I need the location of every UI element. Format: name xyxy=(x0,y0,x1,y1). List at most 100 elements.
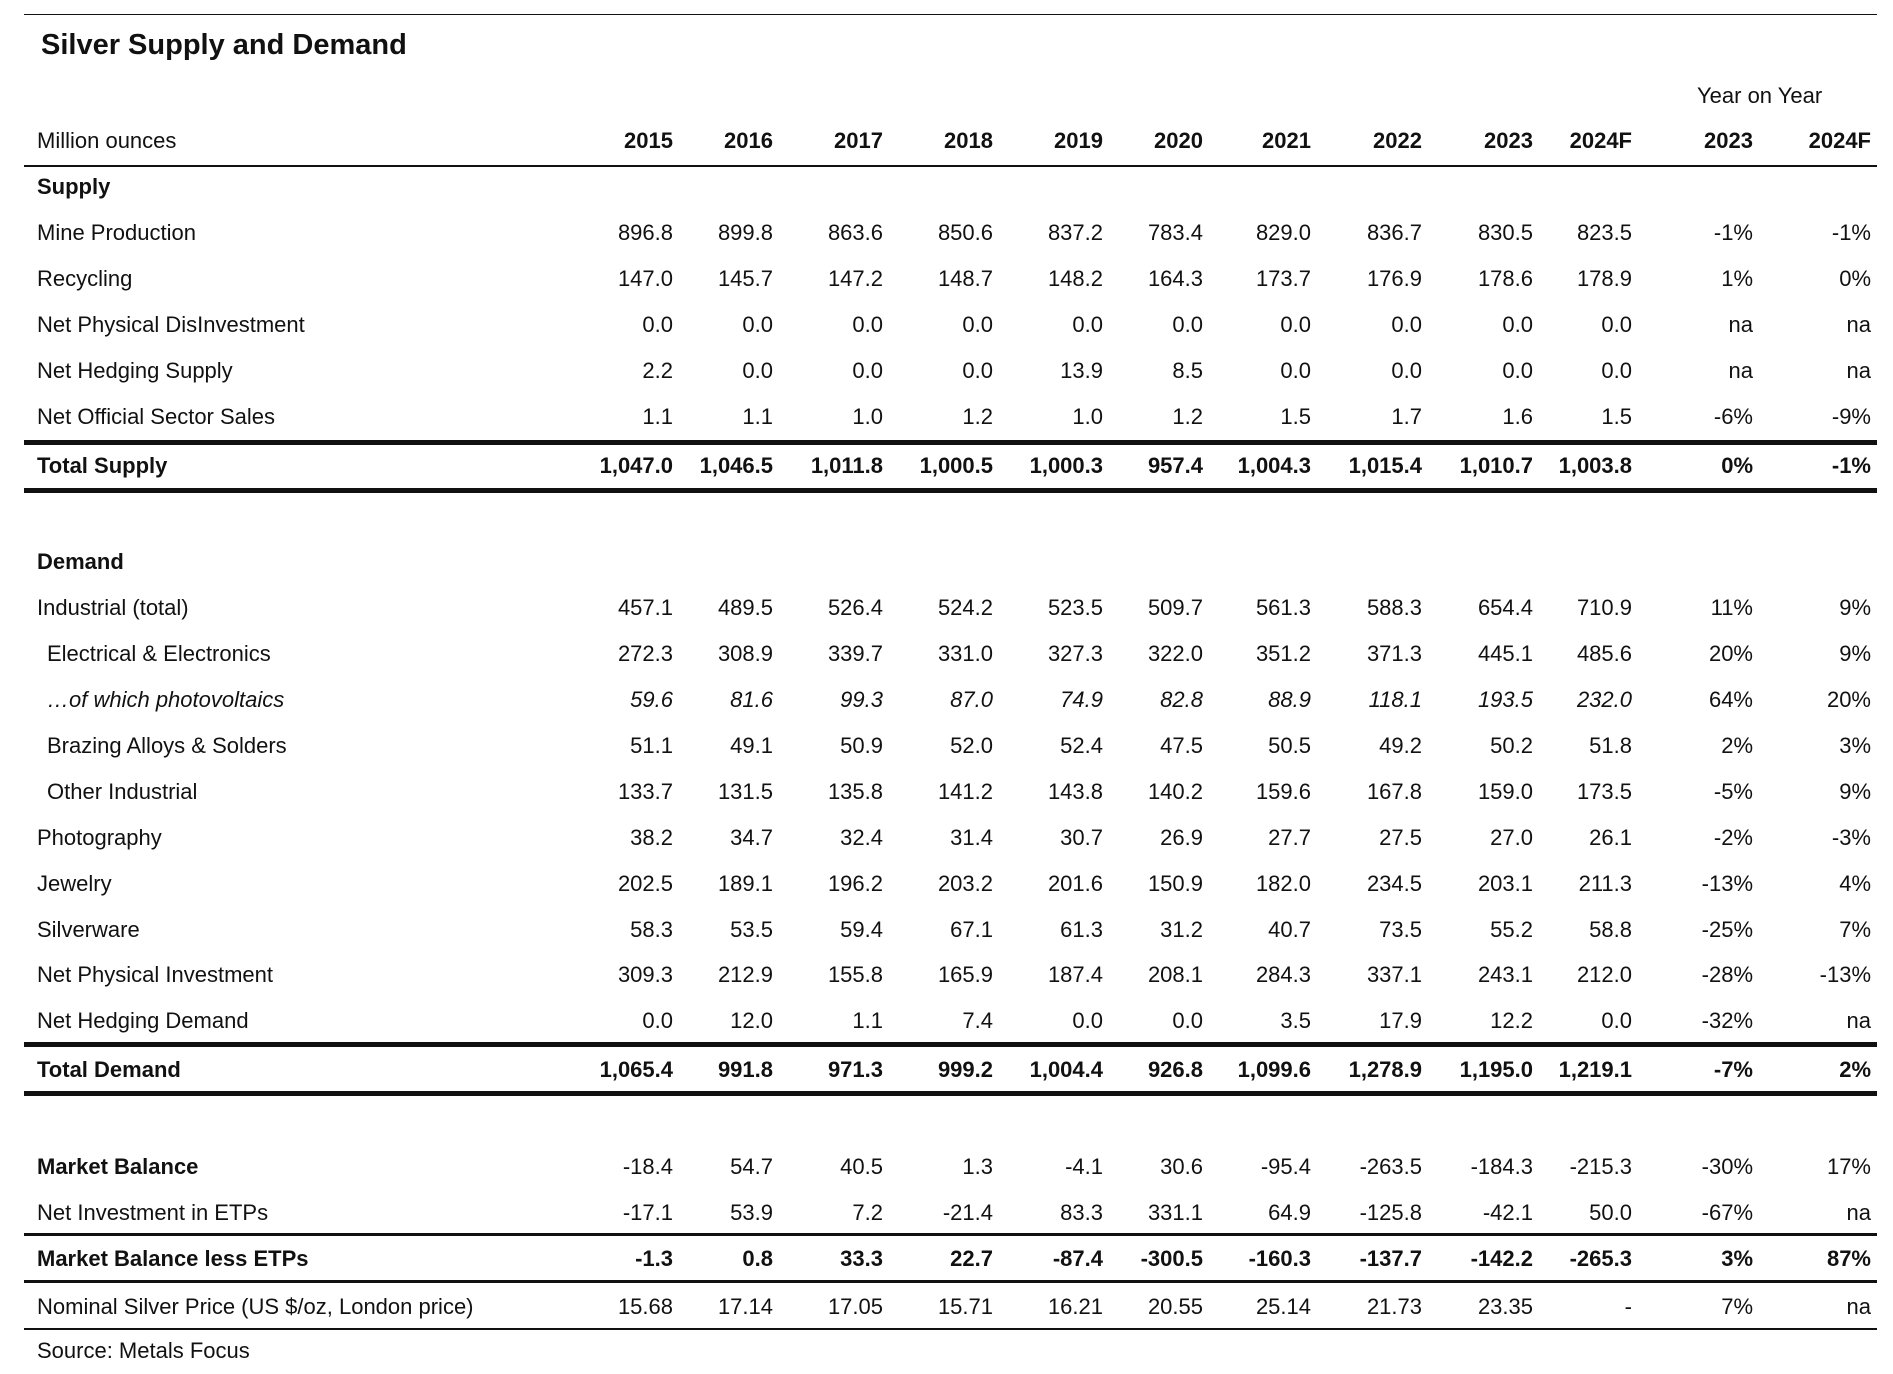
cell: 182.0 xyxy=(1255,871,1311,896)
cell: 1,000.3 xyxy=(1029,453,1103,478)
cell: 13.9 xyxy=(1060,358,1103,383)
cell: na xyxy=(1846,1008,1871,1033)
cell: 178.6 xyxy=(1477,266,1533,291)
cell: 0.0 xyxy=(962,312,993,337)
cell: 272.3 xyxy=(617,641,673,666)
cell: 0.0 xyxy=(1280,312,1311,337)
cell: 3% xyxy=(1721,1246,1753,1271)
cell: 1,004.3 xyxy=(1237,453,1311,478)
cell: -18.4 xyxy=(622,1154,673,1179)
cell: 147.2 xyxy=(827,266,883,291)
rule xyxy=(24,1328,1877,1330)
cell: 1.7 xyxy=(1391,404,1422,429)
rule xyxy=(24,1091,1877,1096)
cell: 15.71 xyxy=(937,1294,993,1319)
row-label: Photography xyxy=(37,825,162,850)
row-label: Net Physical Investment xyxy=(37,962,273,987)
column-header: 2020 xyxy=(1154,128,1203,153)
group-header: Year on Year xyxy=(1697,83,1823,108)
cell: -42.1 xyxy=(1482,1200,1533,1225)
column-header: 2016 xyxy=(724,128,773,153)
row-label: Industrial (total) xyxy=(37,595,189,620)
cell: 17.9 xyxy=(1379,1008,1422,1033)
cell: 999.2 xyxy=(937,1057,993,1082)
cell: 26.1 xyxy=(1589,825,1632,850)
column-header: 2022 xyxy=(1373,128,1422,153)
cell: 83.3 xyxy=(1060,1200,1103,1225)
rule xyxy=(24,1042,1877,1047)
cell: 47.5 xyxy=(1160,733,1203,758)
cell: 55.2 xyxy=(1490,917,1533,942)
cell: 50.0 xyxy=(1589,1200,1632,1225)
cell: 1.1 xyxy=(642,404,673,429)
cell: 203.2 xyxy=(937,871,993,896)
cell: -67% xyxy=(1701,1200,1753,1225)
cell: 208.1 xyxy=(1147,962,1203,987)
row-label: Nominal Silver Price (US $/oz, London pr… xyxy=(37,1294,474,1319)
cell: 351.2 xyxy=(1255,641,1311,666)
cell: 17.14 xyxy=(717,1294,773,1319)
row-label: …of which photovoltaics xyxy=(47,687,285,712)
cell: 0.8 xyxy=(742,1246,773,1271)
cell: 173.7 xyxy=(1255,266,1311,291)
cell: 203.1 xyxy=(1477,871,1533,896)
cell: 1,047.0 xyxy=(599,453,673,478)
row-label: Recycling xyxy=(37,266,133,291)
cell: 926.8 xyxy=(1147,1057,1203,1082)
cell: 143.8 xyxy=(1047,779,1103,804)
cell: 140.2 xyxy=(1147,779,1203,804)
cell: 159.0 xyxy=(1477,779,1533,804)
cell: 165.9 xyxy=(937,962,993,987)
cell: 64% xyxy=(1708,687,1753,712)
cell: 21.73 xyxy=(1366,1294,1422,1319)
cell: 64.9 xyxy=(1268,1200,1311,1225)
cell: 863.6 xyxy=(827,220,883,245)
cell: 0.0 xyxy=(1502,358,1533,383)
cell: 16.21 xyxy=(1047,1294,1103,1319)
cell: 82.8 xyxy=(1160,687,1203,712)
cell: 837.2 xyxy=(1047,220,1103,245)
cell: 212.9 xyxy=(717,962,773,987)
cell: 189.1 xyxy=(717,871,773,896)
cell: 150.9 xyxy=(1147,871,1203,896)
cell: 0.0 xyxy=(742,312,773,337)
cell: 131.5 xyxy=(717,779,773,804)
row-label: Brazing Alloys & Solders xyxy=(47,733,287,758)
cell: -215.3 xyxy=(1569,1154,1632,1179)
cell: 38.2 xyxy=(630,825,673,850)
cell: 509.7 xyxy=(1147,595,1203,620)
cell: 51.8 xyxy=(1589,733,1632,758)
cell: -13% xyxy=(1701,871,1753,896)
column-header: 2015 xyxy=(624,128,673,153)
cell: 32.4 xyxy=(840,825,883,850)
cell: 0% xyxy=(1839,266,1871,291)
title: Silver Supply and Demand xyxy=(41,29,407,61)
cell: 322.0 xyxy=(1147,641,1203,666)
cell: -21.4 xyxy=(942,1200,993,1225)
cell: 73.5 xyxy=(1379,917,1422,942)
cell: -17.1 xyxy=(622,1200,673,1225)
cell: 896.8 xyxy=(617,220,673,245)
cell: 20% xyxy=(1826,687,1871,712)
cell: 25.14 xyxy=(1255,1294,1311,1319)
cell: 8.5 xyxy=(1172,358,1203,383)
cell: 1.0 xyxy=(852,404,883,429)
cell: 1,004.4 xyxy=(1029,1057,1103,1082)
cell: 0.0 xyxy=(1601,358,1632,383)
cell: -300.5 xyxy=(1140,1246,1203,1271)
cell: 50.5 xyxy=(1268,733,1311,758)
cell: 87% xyxy=(1826,1246,1871,1271)
cell: 0.0 xyxy=(642,1008,673,1033)
cell: 51.1 xyxy=(630,733,673,758)
cell: 3.5 xyxy=(1280,1008,1311,1033)
cell: 50.9 xyxy=(840,733,883,758)
cell: 243.1 xyxy=(1477,962,1533,987)
cell: 2% xyxy=(1721,733,1753,758)
cell: -6% xyxy=(1713,404,1753,429)
cell: 53.9 xyxy=(730,1200,773,1225)
row-label: Net Hedging Demand xyxy=(37,1008,249,1033)
cell: 20% xyxy=(1708,641,1753,666)
cell: 145.7 xyxy=(717,266,773,291)
cell: 823.5 xyxy=(1576,220,1632,245)
